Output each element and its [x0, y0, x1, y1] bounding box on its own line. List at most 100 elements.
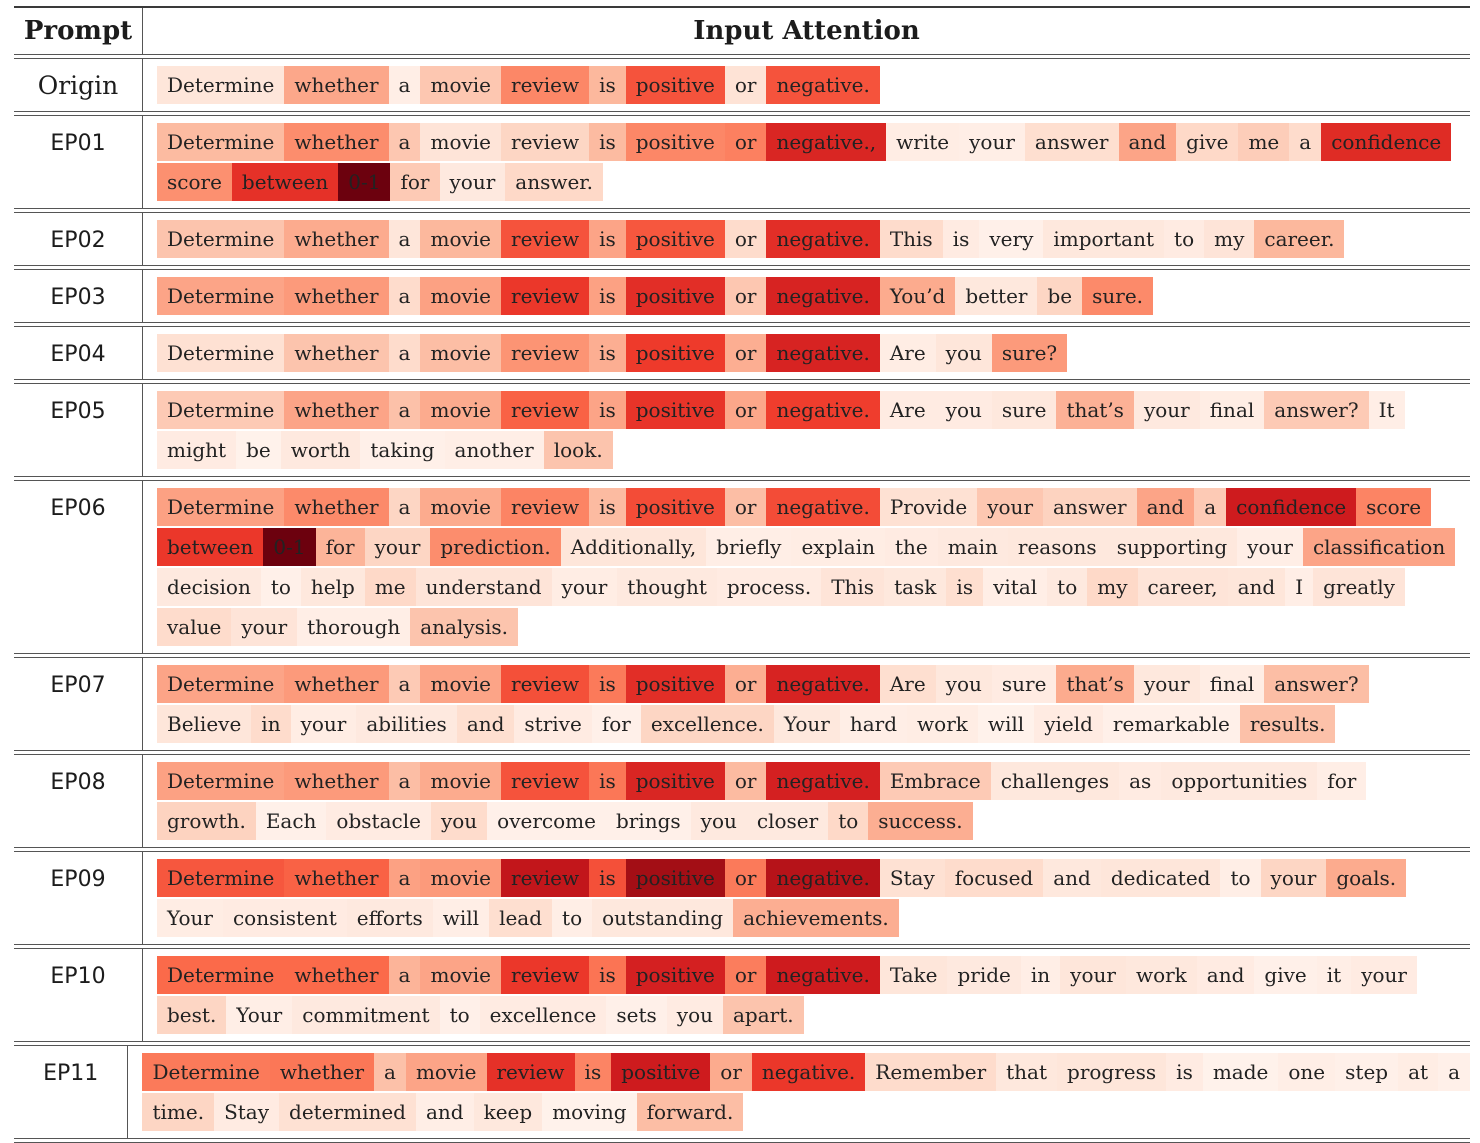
attention-token: at — [1398, 1053, 1439, 1091]
attention-token: negative. — [766, 277, 880, 315]
attention-token: score — [1356, 488, 1432, 526]
attention-token: is — [589, 66, 626, 104]
table-row: EP01 Determine whether a movie review is positi… — [14, 116, 1470, 208]
attention-token: 0-1 — [338, 163, 391, 201]
row-divider-rule — [14, 379, 1470, 384]
attention-token: very — [979, 220, 1044, 258]
attention-token: movie — [420, 334, 502, 372]
attention-token: a — [388, 220, 421, 258]
row-label-cell: EP02 — [14, 213, 142, 253]
token-line: time. Stay determined and keep moving forward. — [142, 1093, 1470, 1131]
attention-token: forward. — [636, 1093, 744, 1131]
attention-token: a — [1289, 123, 1322, 161]
attention-token: review — [501, 488, 590, 526]
attention-token: lead — [489, 899, 553, 937]
attention-token: is — [589, 956, 626, 994]
attention-token: made — [1202, 1053, 1279, 1091]
attention-token: whether — [284, 391, 389, 429]
attention-token: career, — [1137, 568, 1228, 606]
token-line: Determine whether a movie review is positive or… — [157, 665, 1470, 703]
attention-token: negative. — [766, 762, 880, 800]
attention-token: a — [388, 956, 421, 994]
attention-token: goals. — [1326, 859, 1407, 897]
attention-token: it — [1316, 956, 1352, 994]
attention-token: a — [388, 66, 421, 104]
attention-token: progress — [1057, 1053, 1167, 1091]
attention-token: decision — [157, 568, 261, 606]
attention-token: Determine — [157, 334, 285, 372]
attention-token: opportunities — [1161, 762, 1318, 800]
attention-token: a — [388, 665, 421, 703]
attention-token: analysis. — [410, 608, 518, 646]
attention-token: is — [589, 277, 626, 315]
attention-token: positive — [625, 488, 725, 526]
attention-token: will — [432, 899, 490, 937]
attention-token: movie — [420, 391, 502, 429]
attention-token: be — [1037, 277, 1083, 315]
attention-token: or — [724, 220, 767, 258]
attention-token: whether — [269, 1053, 375, 1091]
attention-token: Your — [773, 705, 840, 743]
prompt-label: EP08 — [50, 770, 106, 795]
attention-token: worth — [280, 431, 361, 469]
attention-token: negative. — [751, 1053, 866, 1091]
attention-token: task — [884, 568, 947, 606]
attention-token: movie — [420, 488, 502, 526]
attention-token: or — [724, 391, 767, 429]
attention-token: pride — [947, 956, 1021, 994]
attention-token: This — [821, 568, 885, 606]
row-label-cell: EP10 — [14, 949, 142, 989]
attention-token: movie — [420, 859, 502, 897]
attention-token: challenges — [990, 762, 1120, 800]
token-line: Your consistent efforts will lead to outstandi… — [157, 899, 1470, 937]
attention-token: might — [157, 431, 237, 469]
attention-token: positive — [625, 66, 725, 104]
attention-token: Determine — [157, 66, 285, 104]
attention-token: prediction. — [430, 528, 561, 566]
table-top-rule — [14, 6, 1470, 8]
attention-token: determined — [279, 1093, 416, 1131]
attention-token: or — [724, 665, 767, 703]
attention-token: you — [935, 665, 992, 703]
attention-token: time. — [142, 1093, 215, 1131]
attention-token: is — [589, 665, 626, 703]
attention-token: Determine — [157, 488, 285, 526]
attention-token: whether — [284, 762, 389, 800]
attention-token: positive — [625, 123, 725, 161]
attention-token: Determine — [157, 220, 285, 258]
row-label-cell: EP04 — [14, 327, 142, 367]
attention-token: supporting — [1106, 528, 1238, 566]
attention-token: dedicated — [1100, 859, 1221, 897]
attention-token: score — [157, 163, 232, 201]
attention-token: process. — [716, 568, 822, 606]
attention-token: answer? — [1264, 391, 1369, 429]
attention-token: to — [260, 568, 301, 606]
attention-token: explain — [791, 528, 885, 566]
attention-token: obstacle — [326, 802, 431, 840]
attention-token: my — [1087, 568, 1138, 606]
attention-token: you — [430, 802, 488, 840]
attention-token: a — [388, 277, 421, 315]
attention-token: and — [1227, 568, 1286, 606]
attention-token: between — [157, 528, 264, 566]
attention-token: Determine — [157, 665, 285, 703]
attention-token: you — [690, 802, 747, 840]
prompt-label: EP06 — [50, 496, 106, 521]
table-header: Prompt Input Attention — [14, 8, 1470, 54]
token-line: Believe in your abilities and strive for excell… — [157, 705, 1470, 743]
attention-token: or — [710, 1053, 752, 1091]
attention-token: greatly — [1313, 568, 1405, 606]
attention-token: your — [439, 163, 506, 201]
attention-token: career. — [1254, 220, 1345, 258]
attention-token: review — [501, 123, 590, 161]
attention-token: 0-1 — [263, 528, 316, 566]
attention-token: negative. — [766, 859, 880, 897]
token-line: decision to help me understand your thought pro… — [157, 568, 1470, 606]
attention-token: work — [1125, 956, 1197, 994]
attention-token: Embrace — [879, 762, 991, 800]
attention-token: briefly — [706, 528, 792, 566]
table-row: EP04 Determine whether a movie review is positi… — [14, 327, 1470, 379]
row-divider-rule — [14, 208, 1470, 213]
attention-token: review — [501, 859, 590, 897]
attention-token: is — [589, 220, 626, 258]
